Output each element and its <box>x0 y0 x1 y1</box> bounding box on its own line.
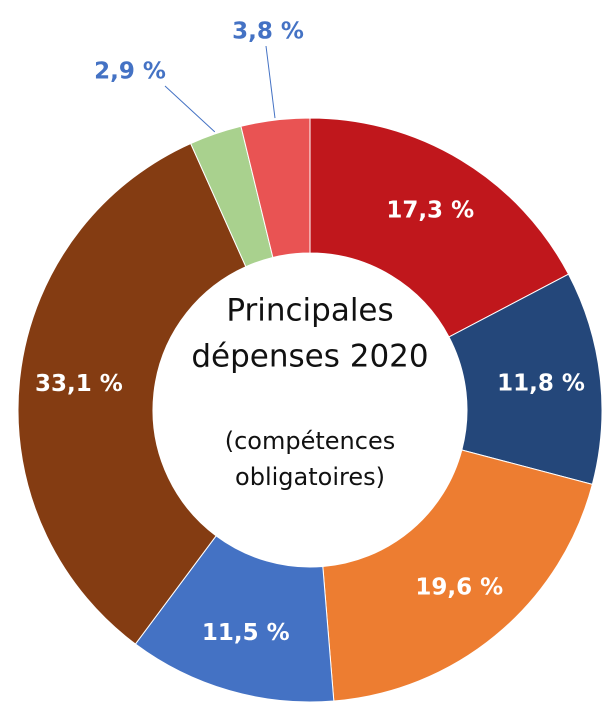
data-label: 17,3 % <box>386 198 474 224</box>
leader-line <box>265 45 276 119</box>
donut-slice <box>240 117 311 259</box>
data-label: 33,1 % <box>35 371 123 397</box>
donut-slice <box>322 449 593 702</box>
leader-line <box>164 85 216 133</box>
donut-slice <box>17 142 247 645</box>
data-label: 2,9 % <box>94 59 166 85</box>
data-label: 11,5 % <box>202 620 290 646</box>
center-subtitle: (compétences <box>225 427 395 455</box>
donut-slice <box>309 117 570 338</box>
data-label: 11,8 % <box>497 370 585 396</box>
center-title: Principales <box>226 293 393 329</box>
data-label: 3,8 % <box>232 19 304 45</box>
center-subtitle: obligatoires) <box>235 463 385 491</box>
data-label: 19,6 % <box>415 575 503 601</box>
center-title: dépenses 2020 <box>191 339 428 375</box>
